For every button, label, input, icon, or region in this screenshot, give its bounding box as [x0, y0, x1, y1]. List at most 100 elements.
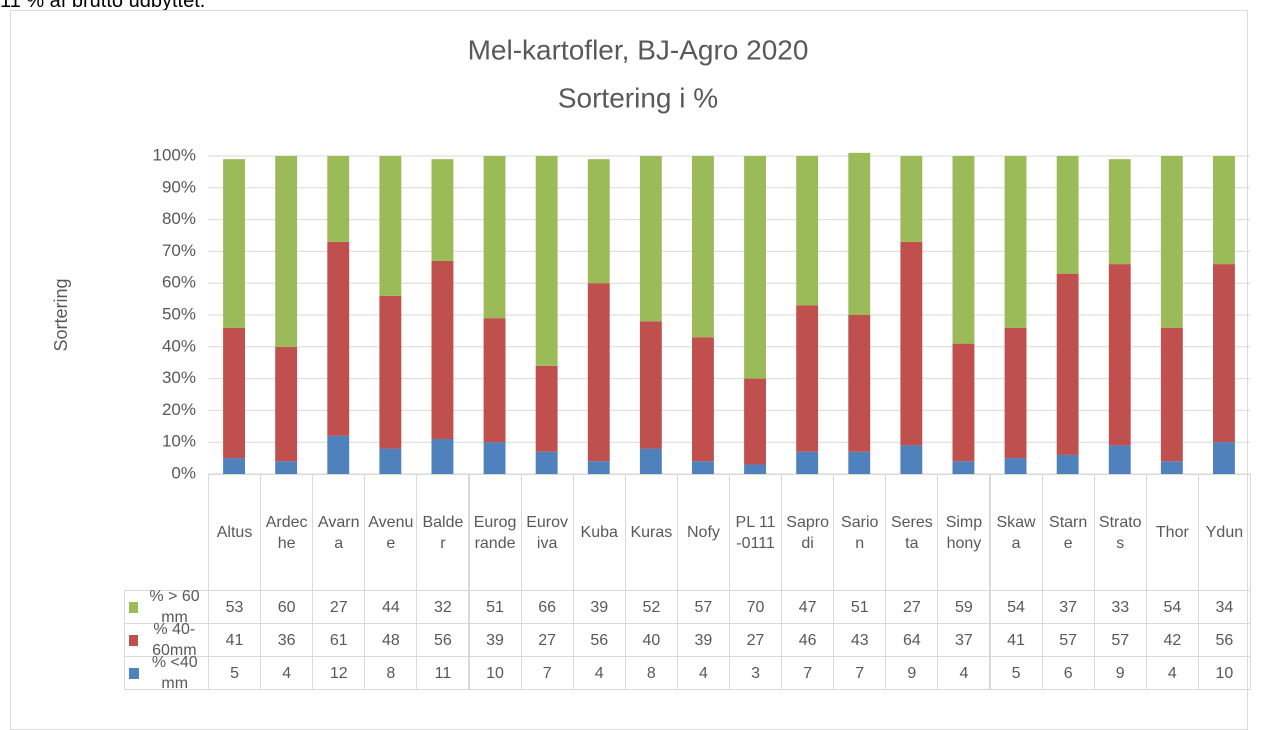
y-tick-label: 50%	[162, 304, 196, 323]
bar-segment	[1056, 454, 1079, 474]
table-value: 27	[885, 590, 939, 624]
category-label: Kuba	[572, 474, 626, 591]
table-value: 7	[520, 656, 574, 690]
table-value: 43	[833, 623, 887, 657]
table-value: 37	[937, 623, 991, 657]
category-label: Avarna	[312, 474, 366, 591]
table-value: 39	[676, 623, 730, 657]
bar-segment	[692, 156, 714, 338]
category-label: Euroviva	[520, 474, 574, 591]
bar-segment	[848, 451, 871, 474]
table-value: 27	[312, 590, 366, 624]
legend-label: % 40-60mm	[152, 621, 197, 659]
bar-segment	[1056, 156, 1079, 274]
category-label: Sarion	[833, 474, 887, 591]
bar-segment	[379, 156, 402, 296]
category-label: Eurogrande	[468, 474, 522, 591]
table-value: 7	[833, 656, 887, 690]
table-value: 5	[989, 656, 1043, 690]
bar-segment	[223, 458, 245, 474]
bar-segment	[327, 241, 350, 436]
table-value: 66	[520, 590, 574, 624]
category-label: Ydun	[1197, 474, 1251, 591]
table-value: 46	[781, 623, 835, 657]
bar-segment	[796, 305, 819, 452]
table-value: 51	[468, 590, 522, 624]
bar-segment	[535, 156, 558, 366]
category-label: Nofy	[676, 474, 730, 591]
bar-segment	[639, 156, 662, 322]
bar-segment	[952, 461, 975, 474]
table-value: 59	[937, 590, 991, 624]
category-label: Ardeche	[260, 474, 314, 591]
y-tick-label: 0%	[171, 463, 196, 482]
y-axis-title: Sortering	[51, 278, 71, 351]
category-label: Avenue	[364, 474, 418, 591]
bar-segment	[692, 461, 714, 474]
legend-entry: % > 60 mm	[124, 588, 209, 626]
bar-segment	[275, 156, 298, 347]
table-value: 8	[364, 656, 418, 690]
table-value: 4	[572, 656, 626, 690]
category-label: Starne	[1041, 474, 1095, 591]
table-value: 41	[989, 623, 1043, 657]
category-label: Skawa	[989, 474, 1043, 591]
table-value: 51	[833, 590, 887, 624]
bar-segment	[431, 260, 454, 440]
bar-segment	[639, 321, 662, 449]
table-value: 53	[208, 590, 262, 624]
table-value: 4	[1145, 656, 1199, 690]
bar-segment	[379, 448, 402, 474]
table-value: 70	[729, 590, 783, 624]
bar-segment	[535, 451, 558, 474]
legend-label: % > 60 mm	[149, 588, 200, 626]
legend-label: % <40 mm	[151, 654, 198, 692]
table-value: 40	[624, 623, 678, 657]
y-tick-label: 40%	[162, 336, 196, 355]
table-value: 9	[885, 656, 939, 690]
bar-segment	[952, 343, 975, 462]
y-tick-label: 100%	[153, 145, 196, 164]
bar-segment	[796, 451, 819, 474]
bar-segment	[483, 442, 506, 474]
bar-segment	[1160, 327, 1183, 462]
bar-segment	[483, 156, 506, 319]
table-value: 8	[624, 656, 678, 690]
page-text: 11 % af brutto udbyttet.	[0, 0, 206, 12]
bar-segment	[1213, 264, 1235, 443]
table-value: 64	[885, 623, 939, 657]
bar-segment	[744, 156, 766, 379]
bar-segment	[483, 318, 506, 443]
table-value: 57	[1093, 623, 1147, 657]
bar-segment	[900, 156, 923, 242]
bar-segment	[431, 439, 454, 474]
table-value: 33	[1093, 590, 1147, 624]
table-value: 54	[1145, 590, 1199, 624]
table-value: 9	[1093, 656, 1147, 690]
table-value: 44	[364, 590, 418, 624]
bar-segment	[275, 346, 298, 462]
table-value: 37	[1041, 590, 1095, 624]
table-value: 27	[729, 623, 783, 657]
table-value: 11	[416, 656, 470, 690]
table-value: 34	[1197, 590, 1251, 624]
bar-segment	[1056, 273, 1079, 455]
category-label: Stratos	[1093, 474, 1147, 591]
bar-segment	[900, 445, 923, 474]
table-value: 57	[676, 590, 730, 624]
table-value: 4	[260, 656, 314, 690]
bar-segment	[1004, 458, 1027, 474]
bar-segment	[275, 461, 298, 474]
bar-segment	[431, 159, 454, 261]
table-value: 56	[1197, 623, 1251, 657]
table-value: 5	[208, 656, 262, 690]
table-value: 3	[729, 656, 783, 690]
table-value: 6	[1041, 656, 1095, 690]
bar-segment	[1108, 445, 1131, 474]
table-value: 36	[260, 623, 314, 657]
category-label: Kuras	[624, 474, 678, 591]
table-value: 27	[520, 623, 574, 657]
chart-title: Mel-kartofler, BJ-Agro 2020	[468, 34, 809, 65]
bar-segment	[1160, 156, 1183, 328]
y-tick-label: 60%	[162, 273, 196, 292]
